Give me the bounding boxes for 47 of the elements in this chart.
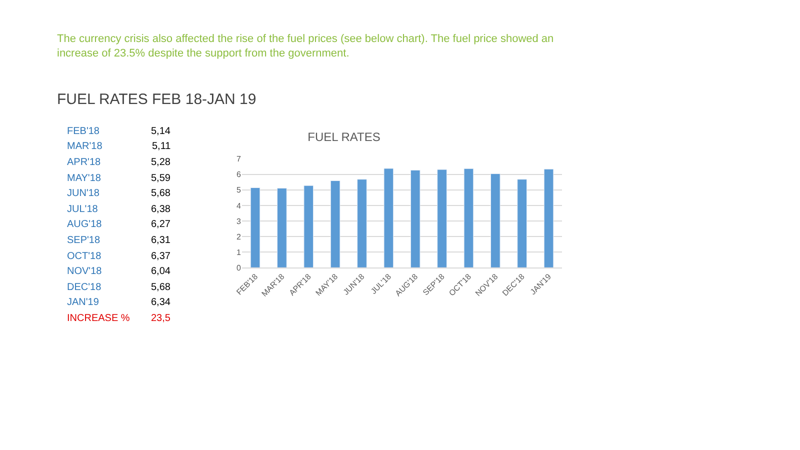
text: 6,31 bbox=[151, 235, 171, 246]
text: SEP'18 bbox=[67, 235, 100, 246]
y-tick-label: 0 bbox=[236, 263, 242, 272]
text: INCREASE % bbox=[67, 313, 130, 324]
text: 5,14 bbox=[151, 126, 171, 137]
text: OCT'18 bbox=[67, 251, 102, 262]
y-tick-label: 1 bbox=[236, 248, 242, 257]
bar bbox=[330, 180, 340, 268]
y-tick-label: 4 bbox=[236, 201, 242, 210]
text: JAN'19 bbox=[67, 297, 100, 308]
text: MAY'18 bbox=[67, 173, 102, 184]
text: 5,11 bbox=[152, 141, 172, 152]
bar bbox=[410, 170, 420, 268]
y-tick-label: 3 bbox=[236, 216, 242, 226]
bar bbox=[277, 188, 287, 268]
chart-title: FUEL RATES bbox=[308, 130, 380, 144]
text: The currency crisis also affected the rise of the fuel prices (see below chart). The fuel price showed an increase of 23.5% despite the support from the government. bbox=[57, 33, 554, 60]
text: FEB'18 bbox=[67, 126, 100, 137]
y-tick-label: 2 bbox=[236, 232, 242, 242]
bar bbox=[357, 179, 367, 268]
bar bbox=[304, 185, 314, 268]
text: JUL'18 bbox=[67, 204, 98, 215]
y-tick-label: 7 bbox=[236, 154, 242, 164]
y-tick-label: 5 bbox=[236, 186, 242, 195]
text: 6,38 bbox=[151, 204, 171, 215]
text: MAR'18 bbox=[67, 141, 103, 152]
bar bbox=[464, 168, 474, 268]
bar bbox=[437, 169, 447, 268]
text: 5,68 bbox=[151, 188, 171, 199]
text: 5,28 bbox=[151, 157, 171, 168]
text: 6,34 bbox=[151, 297, 171, 308]
text: FUEL RATES FEB 18-JAN 19 bbox=[57, 91, 256, 108]
text: 6,04 bbox=[151, 266, 171, 277]
bar bbox=[250, 187, 260, 268]
bar bbox=[384, 168, 394, 268]
text: APR'18 bbox=[67, 157, 102, 168]
bar bbox=[490, 174, 500, 268]
text: 5,59 bbox=[151, 173, 171, 184]
text: 6,37 bbox=[151, 251, 171, 262]
text: AUG'18 bbox=[67, 219, 102, 230]
text: 23,5 bbox=[151, 313, 171, 324]
text: 5,68 bbox=[151, 282, 171, 293]
text: JUN'18 bbox=[67, 188, 100, 199]
bar bbox=[544, 168, 554, 268]
text: 6,27 bbox=[151, 219, 171, 230]
bar bbox=[517, 179, 527, 268]
y-tick-label: 6 bbox=[236, 170, 242, 180]
